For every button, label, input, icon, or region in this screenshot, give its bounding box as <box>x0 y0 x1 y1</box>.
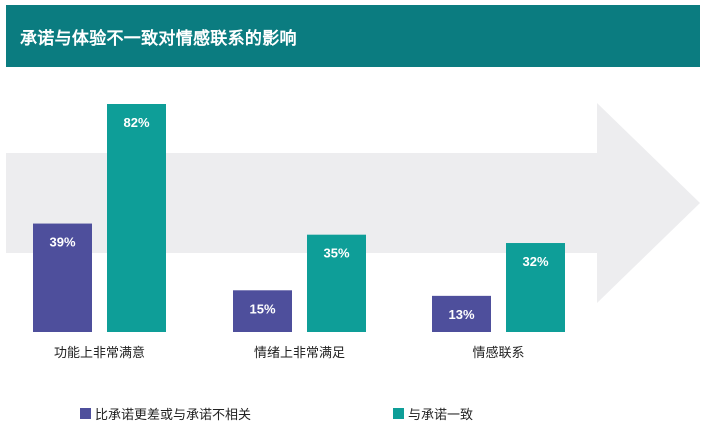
bar-2-1 <box>107 104 166 332</box>
chart-title: 承诺与体验不一致对情感联系的影响 <box>20 29 297 49</box>
bar-1-2 <box>233 290 292 332</box>
bar-2-2 <box>307 234 366 332</box>
legend-swatch-series-2 <box>393 407 404 419</box>
legend-item-series-1: 比承诺更差或与承诺不相关 <box>80 405 252 423</box>
category-label-3: 情感联系 <box>472 345 524 361</box>
data-label-2-2: 35% <box>323 246 349 261</box>
data-label-2-3: 32% <box>522 254 548 269</box>
data-label-2-1: 82% <box>123 115 149 130</box>
legend-swatch-series-1 <box>80 407 91 419</box>
title-bar: 承诺与体验不一致对情感联系的影响 <box>6 5 700 67</box>
data-label-1-2: 15% <box>249 301 275 316</box>
category-label-2: 情绪上非常满足 <box>254 346 345 361</box>
legend-label-series-1: 比承诺更差或与承诺不相关 <box>95 407 252 423</box>
legend-label-series-2: 与承诺一致 <box>408 407 474 423</box>
bar-1-1 <box>33 223 92 332</box>
data-label-1-1: 39% <box>49 235 75 250</box>
category-label-1: 功能上非常满意 <box>54 345 145 361</box>
bar-2-3 <box>506 243 565 332</box>
bar-1-3 <box>432 295 491 332</box>
legend-item-series-2: 与承诺一致 <box>393 405 474 423</box>
data-label-1-3: 13% <box>448 307 474 322</box>
